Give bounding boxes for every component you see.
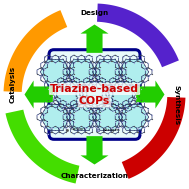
Text: Synthesis: Synthesis xyxy=(173,85,179,125)
Text: Characterization: Characterization xyxy=(60,173,129,179)
Text: Design: Design xyxy=(80,10,109,16)
Text: Catalysis: Catalysis xyxy=(10,65,16,103)
Text: Carbon: Carbon xyxy=(71,128,86,132)
Text: Triazine-based: Triazine-based xyxy=(50,84,139,94)
Polygon shape xyxy=(41,105,70,129)
FancyBboxPatch shape xyxy=(49,50,140,139)
Polygon shape xyxy=(80,82,109,107)
Polygon shape xyxy=(67,105,96,129)
Polygon shape xyxy=(5,110,79,184)
Polygon shape xyxy=(97,4,179,67)
Polygon shape xyxy=(81,25,108,53)
Polygon shape xyxy=(136,81,164,108)
Polygon shape xyxy=(119,105,148,129)
Polygon shape xyxy=(25,81,53,108)
Polygon shape xyxy=(106,82,135,107)
Polygon shape xyxy=(93,60,122,84)
Text: Nitrogen: Nitrogen xyxy=(102,128,120,132)
Polygon shape xyxy=(67,60,96,84)
Polygon shape xyxy=(54,82,83,107)
Polygon shape xyxy=(93,105,122,129)
Polygon shape xyxy=(81,136,108,164)
Polygon shape xyxy=(4,10,67,92)
Text: COPs: COPs xyxy=(79,97,110,106)
Polygon shape xyxy=(119,60,148,84)
Polygon shape xyxy=(41,60,70,84)
Polygon shape xyxy=(122,97,185,179)
